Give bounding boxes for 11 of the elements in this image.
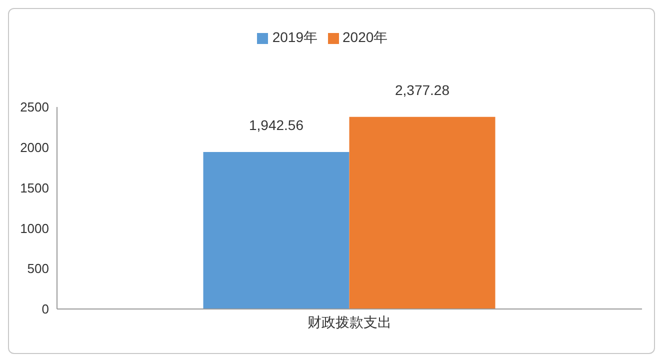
legend-label: 2020年 [342,29,388,45]
y-tick-label: 1500 [20,180,49,196]
x-tick-label: 财政拨款支出 [308,314,392,330]
y-tick-label: 0 [42,302,49,317]
data-label: 2,377.28 [395,82,450,98]
data-label: 1,942.56 [249,117,304,134]
y-tick-label: 2500 [20,100,49,115]
legend-label: 2019年 [272,29,318,45]
y-tick-label: 2000 [20,140,49,156]
y-tick-label: 1000 [20,220,49,236]
y-tick-label: 500 [27,261,49,276]
